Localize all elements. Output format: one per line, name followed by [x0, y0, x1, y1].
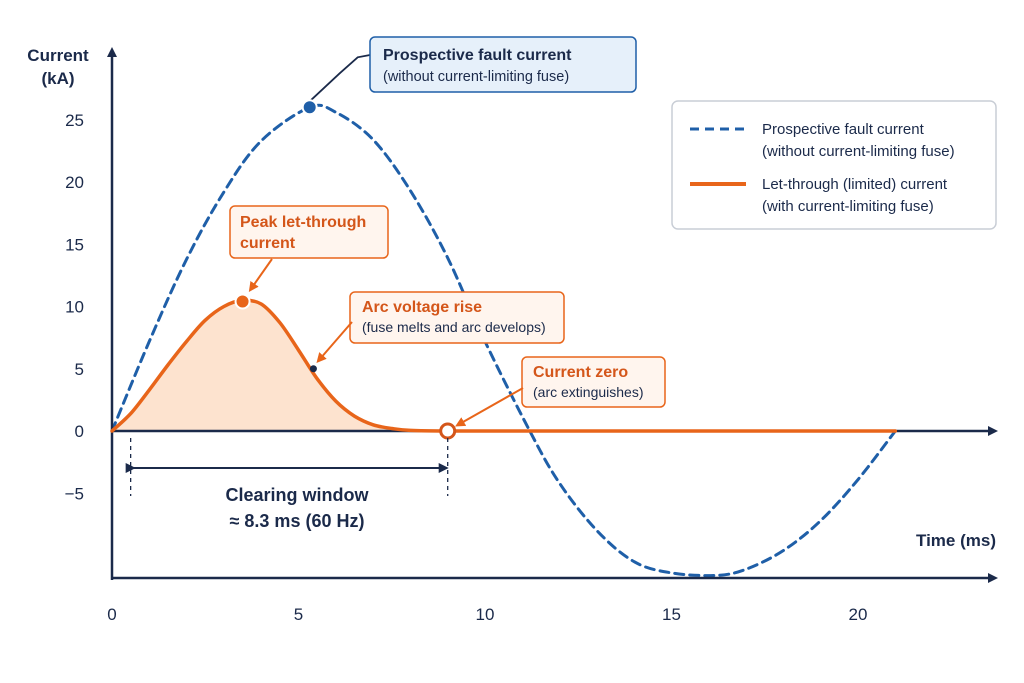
current-zero-title: Current zero [533, 364, 628, 381]
prospective-peak-title: Prospective fault current [383, 47, 572, 64]
arc-voltage-marker [309, 365, 317, 373]
y-tick-label: 5 [75, 360, 84, 379]
peak-letthrough-line2: current [240, 235, 296, 252]
current-zero-box [521, 356, 666, 408]
x-axis-title: Time (ms) [916, 531, 996, 550]
peak-letthrough-line1: Peak let-through [240, 214, 366, 231]
clearing-window: Clearing window ≈ 8.3 ms (60 Hz) [125, 438, 449, 531]
peak-letthrough-box [229, 205, 389, 259]
arc-voltage-box [349, 291, 565, 344]
clearing-window-label: Clearing window [225, 485, 369, 505]
x-tick-label: 5 [294, 605, 303, 624]
prospective-peak-marker [301, 99, 318, 116]
y-tick-label: 10 [65, 298, 84, 317]
prospective-peak-box [369, 36, 637, 93]
current-zero-arrow [455, 387, 524, 427]
x-tick-label: 0 [107, 605, 116, 624]
callout-prospective-peak: Prospective fault current (without curre… [301, 36, 637, 116]
y-tick-label: 0 [75, 422, 84, 441]
legend-prospective-line2: (without current-limiting fuse) [762, 143, 955, 160]
arc-voltage-subtitle: (fuse melts and arc develops) [362, 319, 546, 335]
legend-letthrough-line2: (with current-limiting fuse) [762, 198, 934, 215]
callout-current-zero: Current zero (arc extinguishes) [439, 356, 666, 440]
y-tick-label: 15 [65, 235, 84, 254]
legend-box [671, 100, 997, 230]
x-tick-label: 15 [662, 605, 681, 624]
y-tick-label: 25 [65, 111, 84, 130]
y-tick-label: 20 [65, 173, 84, 192]
legend: Prospective fault current (without curre… [671, 100, 997, 230]
x-tick-label: 20 [849, 605, 868, 624]
x-tick-labels: 0 5 10 15 20 [107, 605, 867, 624]
y-axis-title-line2: (kA) [41, 69, 74, 88]
x-tick-label: 10 [476, 605, 495, 624]
legend-prospective-line1: Prospective fault current [762, 121, 925, 138]
legend-letthrough-line1: Let-through (limited) current [762, 176, 948, 193]
current-zero-subtitle: (arc extinguishes) [533, 384, 644, 400]
y-tick-labels: 25 20 15 10 5 0 −5 [65, 111, 84, 504]
series-line-prospective [110, 103, 897, 578]
peak-letthrough-arrow [248, 258, 273, 292]
peak-letthrough-marker [234, 293, 251, 310]
callout-peak-letthrough: Peak let-through current [229, 205, 389, 310]
arc-voltage-arrow [316, 321, 353, 364]
y-tick-label: −5 [65, 484, 84, 503]
prospective-peak-subtitle: (without current-limiting fuse) [383, 69, 569, 85]
prospective-peak-leader-line [309, 54, 371, 102]
y-axis-title-line1: Current [27, 46, 89, 65]
callout-arc-voltage: Arc voltage rise (fuse melts and arc dev… [309, 291, 565, 373]
clearing-window-duration: ≈ 8.3 ms (60 Hz) [230, 511, 365, 531]
current-zero-marker [439, 422, 457, 440]
arc-voltage-title: Arc voltage rise [362, 299, 482, 316]
